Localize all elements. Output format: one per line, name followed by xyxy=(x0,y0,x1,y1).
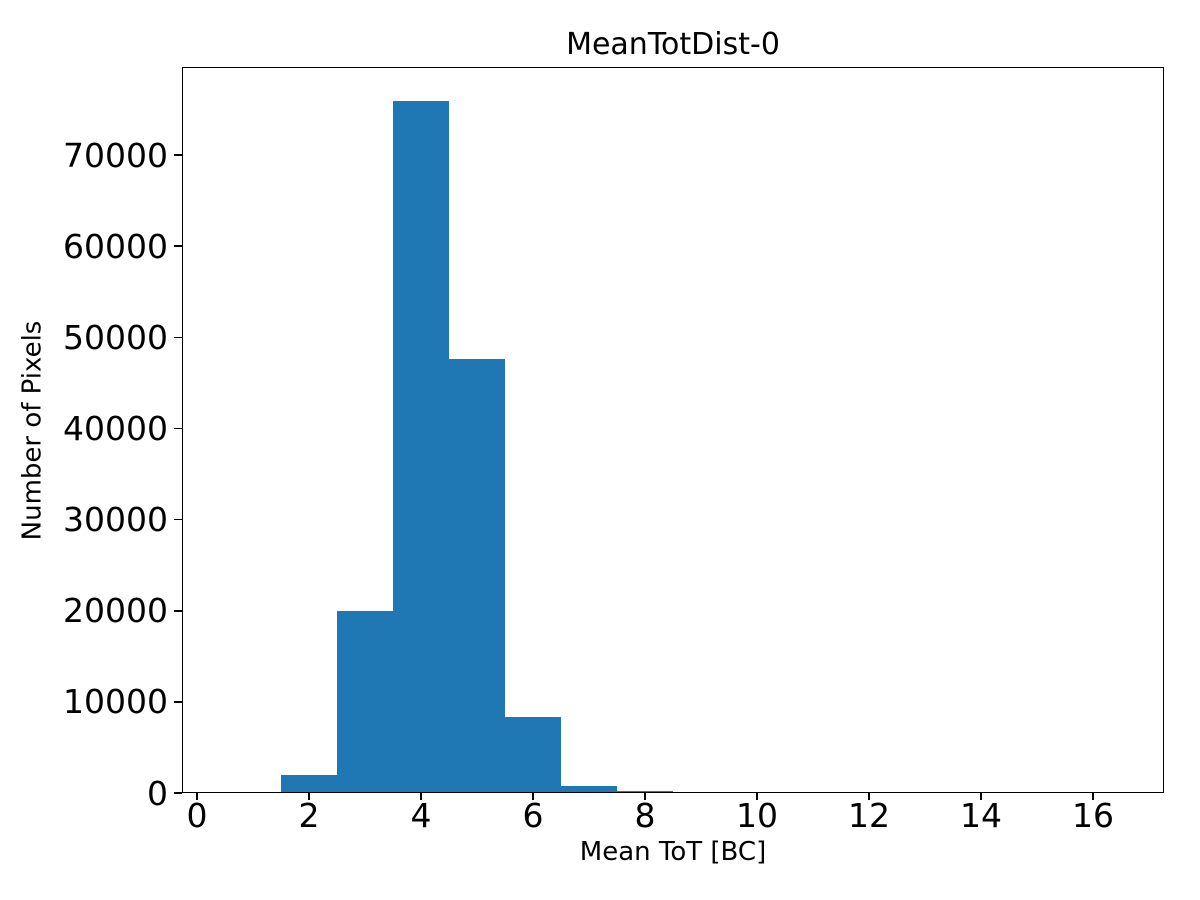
y-tick-label: 20000 xyxy=(63,591,168,631)
x-tick-label: 0 xyxy=(186,796,208,835)
y-tick-mark xyxy=(174,518,182,521)
y-tick-label: 0 xyxy=(147,773,168,813)
x-tick-label: 8 xyxy=(634,796,656,835)
x-tick-mark xyxy=(196,793,198,800)
histogram-bar xyxy=(449,359,505,793)
x-tick-mark xyxy=(868,793,870,800)
chart-title: MeanTotDist-0 xyxy=(566,27,780,62)
x-tick-mark xyxy=(1092,793,1094,800)
y-tick-label: 60000 xyxy=(63,226,168,266)
x-tick-mark xyxy=(420,793,422,800)
y-tick-label: 40000 xyxy=(63,409,168,448)
x-tick-label: 12 xyxy=(848,796,890,835)
x-tick-label: 10 xyxy=(736,796,778,835)
y-tick-label: 70000 xyxy=(63,135,168,175)
y-tick-mark xyxy=(174,610,182,612)
x-tick-label: 2 xyxy=(298,796,320,835)
x-tick-label: 14 xyxy=(960,796,1002,835)
histogram-bar xyxy=(505,717,561,793)
y-tick-label: 30000 xyxy=(63,500,168,540)
y-tick-label: 10000 xyxy=(63,682,168,722)
x-tick-mark xyxy=(756,793,758,800)
x-tick-label: 6 xyxy=(522,796,544,835)
y-tick-mark xyxy=(174,245,182,247)
plot-area xyxy=(182,67,1164,793)
y-tick-mark xyxy=(174,427,182,430)
x-tick-mark xyxy=(308,793,310,800)
histogram-bar xyxy=(225,791,281,793)
x-tick-mark xyxy=(980,793,982,800)
y-tick-label: 50000 xyxy=(63,317,168,357)
x-tick-mark xyxy=(532,793,534,800)
histogram-bar xyxy=(281,774,337,793)
y-tick-mark xyxy=(174,792,182,794)
y-tick-mark xyxy=(174,154,182,156)
histogram-bar xyxy=(393,101,449,793)
y-tick-mark xyxy=(174,336,182,339)
x-axis-label: Mean ToT [BC] xyxy=(579,837,767,867)
y-tick-mark xyxy=(174,701,182,703)
histogram-bar xyxy=(337,610,393,793)
x-tick-label: 16 xyxy=(1072,796,1114,835)
histogram-bar xyxy=(561,786,617,793)
x-tick-mark xyxy=(644,793,646,800)
x-tick-label: 4 xyxy=(410,796,432,835)
